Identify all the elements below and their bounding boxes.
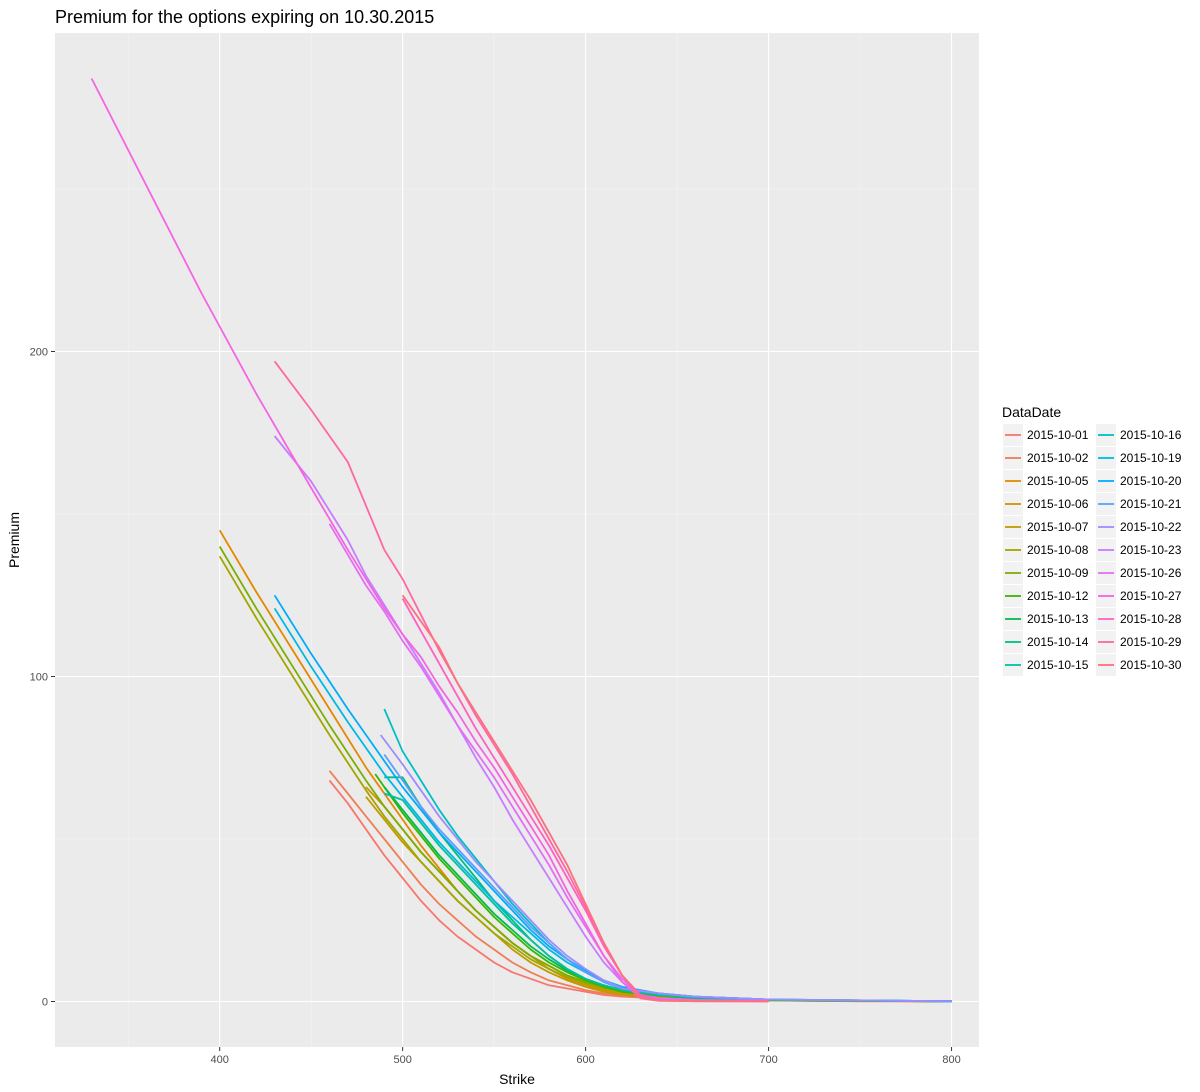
legend-label: 2015-10-20 [1120,474,1182,488]
legend-label: 2015-10-23 [1120,543,1182,557]
legend-label: 2015-10-21 [1120,497,1182,511]
legend-label: 2015-10-26 [1120,566,1182,580]
chart-title: Premium for the options expiring on 10.3… [55,7,434,27]
legend-label: 2015-10-16 [1120,428,1182,442]
legend: DataDate 2015-10-01 2015-10-02 2015-10-05 2… [1002,404,1182,676]
legend-label: 2015-10-01 [1027,428,1089,442]
legend-title: DataDate [1002,404,1061,420]
x-tick-label: 600 [576,1054,594,1066]
series-line-2015-10-23 [273,435,769,1002]
x-axis-title: Strike [499,1071,535,1087]
legend-label: 2015-10-12 [1027,589,1089,603]
legend-label: 2015-10-22 [1120,520,1182,534]
series-line-2015-10-28 [401,598,769,1003]
legend-label: 2015-10-27 [1120,589,1182,603]
y-axis-title: Premium [6,512,22,568]
legend-label: 2015-10-30 [1120,658,1182,672]
legend-label: 2015-10-02 [1027,451,1089,465]
axis-ticks: 400 500 600 700 800 0 100 200 [30,347,961,1067]
legend-label: 2015-10-15 [1027,658,1089,672]
x-tick-label: 800 [942,1054,960,1066]
series-lines [90,78,952,1003]
series-line-2015-10-30 [401,594,769,1003]
legend-label: 2015-10-05 [1027,474,1089,488]
legend-label: 2015-10-07 [1027,520,1089,534]
legend-label: 2015-10-28 [1120,612,1182,626]
legend-label: 2015-10-29 [1120,635,1182,649]
plot-panel [55,33,979,1047]
series-line-2015-10-27 [90,78,769,1003]
x-tick-label: 500 [393,1054,411,1066]
x-tick-label: 400 [210,1054,228,1066]
series-line-2015-10-15 [383,792,952,1003]
x-tick-label: 700 [759,1054,777,1066]
legend-label: 2015-10-19 [1120,451,1182,465]
legend-label: 2015-10-14 [1027,635,1089,649]
y-tick-label: 100 [30,672,48,684]
series-line-2015-10-22 [379,734,952,1003]
legend-label: 2015-10-06 [1027,497,1089,511]
y-tick-label: 200 [30,347,48,359]
legend-label: 2015-10-09 [1027,566,1089,580]
y-tick-label: 0 [42,997,48,1009]
legend-label: 2015-10-08 [1027,543,1089,557]
legend-label: 2015-10-13 [1027,612,1089,626]
